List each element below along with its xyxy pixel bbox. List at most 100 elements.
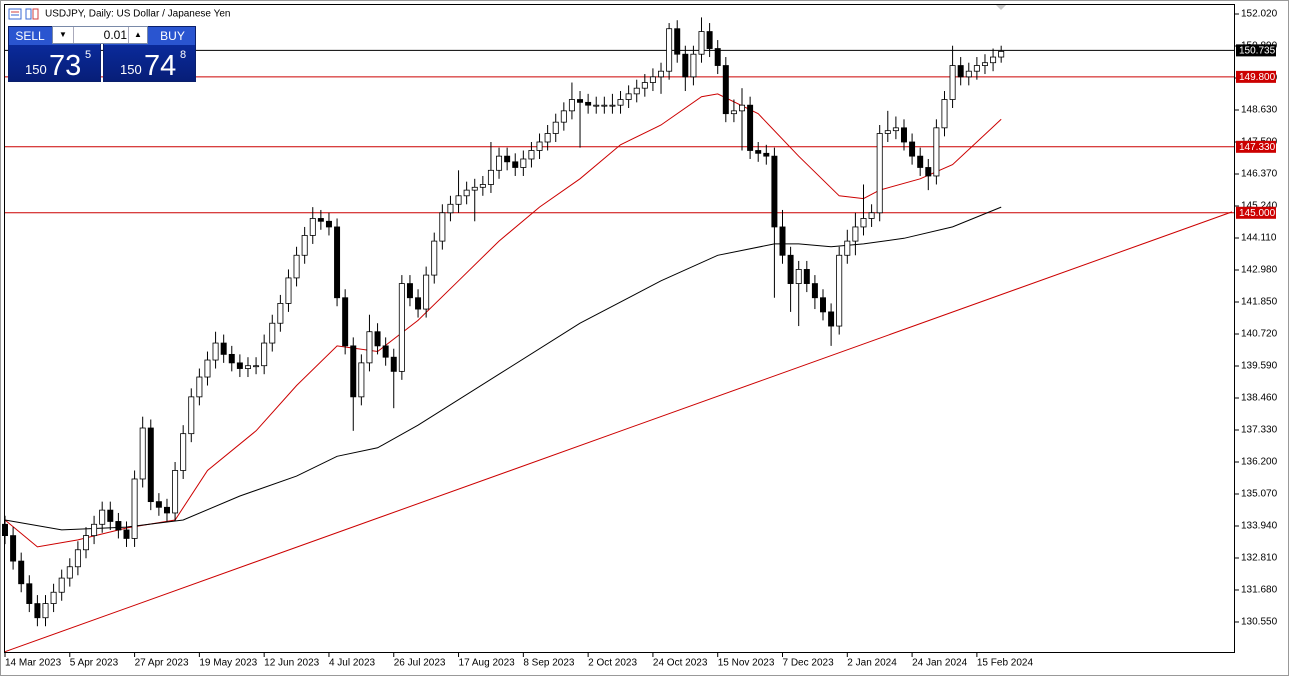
y-tick-label: 133.940 xyxy=(1241,521,1278,532)
candle-body xyxy=(649,76,656,83)
shift-marker xyxy=(996,5,1006,10)
candle-body xyxy=(423,274,430,310)
sell-button[interactable]: SELL xyxy=(15,29,45,43)
candle-body xyxy=(123,529,130,539)
candle-body xyxy=(2,523,8,537)
candle-body xyxy=(50,591,57,604)
x-tick-label: 7 Dec 2023 xyxy=(783,658,835,669)
candle-body xyxy=(382,345,389,358)
y-tick-label: 131.680 xyxy=(1241,585,1278,596)
candle-body xyxy=(884,130,891,134)
lot-box[interactable]: ▼ 0.01 ▲ xyxy=(52,26,148,44)
moving-average xyxy=(4,206,1002,531)
candle-body xyxy=(188,396,195,435)
candle-body xyxy=(301,235,308,256)
candle-body xyxy=(706,31,713,49)
candle-body xyxy=(755,150,762,154)
candle-body xyxy=(18,560,25,585)
candle-body xyxy=(625,93,632,100)
y-tick-label: 144.110 xyxy=(1241,233,1277,244)
candle-body xyxy=(293,254,300,279)
candle-body xyxy=(860,218,867,228)
candle-body xyxy=(560,110,567,123)
y-tick-label: 152.020 xyxy=(1241,9,1278,20)
candle-body xyxy=(471,186,478,191)
candle-body xyxy=(714,48,721,66)
candle-body xyxy=(528,150,535,160)
candle-body xyxy=(180,433,187,471)
y-tick-label: 136.200 xyxy=(1241,457,1278,468)
x-tick-label: 19 May 2023 xyxy=(199,658,257,669)
candle-body xyxy=(342,297,349,347)
y-tick-label: 148.630 xyxy=(1241,105,1278,116)
candle-body xyxy=(82,535,89,551)
buy-button[interactable]: BUY xyxy=(160,29,185,43)
candle-body xyxy=(739,104,746,112)
candle-body xyxy=(666,28,673,72)
x-tick-label: 24 Oct 2023 xyxy=(653,658,708,669)
icon xyxy=(25,8,32,20)
price-main: 74 xyxy=(144,50,177,82)
candle-body xyxy=(787,254,794,284)
candle-body xyxy=(536,141,543,151)
candle-body xyxy=(900,127,907,143)
level-label-box xyxy=(1236,206,1276,219)
candle-body xyxy=(66,566,73,579)
candle-body xyxy=(325,220,332,228)
x-tick-label: 2 Jan 2024 xyxy=(847,658,897,669)
candle-body xyxy=(544,133,551,143)
candle-body xyxy=(91,523,98,537)
candle-body xyxy=(479,184,486,188)
candle-body xyxy=(455,195,462,205)
level-label-box xyxy=(1236,70,1276,83)
x-tick-label: 12 Jun 2023 xyxy=(264,658,319,669)
candle-body xyxy=(163,506,170,514)
plot-border xyxy=(4,4,1235,653)
candle-body xyxy=(852,226,859,242)
lot-input[interactable]: 0.01 xyxy=(103,28,127,42)
x-tick-label: 2 Oct 2023 xyxy=(588,658,637,669)
candle-body xyxy=(609,104,616,107)
candle-body xyxy=(244,365,251,369)
candle-body xyxy=(261,342,268,367)
candle-body xyxy=(155,501,162,508)
sell-price: 150 73 5 xyxy=(9,47,100,82)
candle-body xyxy=(172,470,179,514)
candle-body xyxy=(350,345,357,398)
candle-body xyxy=(42,603,49,619)
header-icons xyxy=(8,8,39,20)
candle-body xyxy=(730,110,737,115)
x-tick-label: 24 Jan 2024 xyxy=(912,658,967,669)
candle-body xyxy=(277,303,284,324)
candle-body xyxy=(26,583,33,604)
candle-body xyxy=(925,167,932,177)
candle-body xyxy=(771,155,778,228)
y-tick-label: 141.850 xyxy=(1241,297,1278,308)
candle-body xyxy=(147,427,154,503)
candle-body xyxy=(892,127,899,132)
candle-body xyxy=(228,353,235,364)
lot-dropdown[interactable]: ▼ xyxy=(53,27,74,43)
candle-body xyxy=(366,331,373,364)
candle-body xyxy=(269,322,276,344)
price-pip: 8 xyxy=(180,49,187,61)
x-tick-label: 4 Jul 2023 xyxy=(329,658,376,669)
candle-body xyxy=(795,269,802,284)
candle-body xyxy=(820,297,826,313)
x-tick-label: 14 Mar 2023 xyxy=(5,658,62,669)
y-tick-label: 142.980 xyxy=(1241,265,1278,276)
candle-body xyxy=(568,99,575,112)
candle-body xyxy=(803,269,810,284)
level-label: 149.800 xyxy=(1239,72,1276,83)
y-tick-label: 146.370 xyxy=(1241,169,1278,180)
candle-body xyxy=(949,65,956,100)
y-tick-label: 137.330 xyxy=(1241,425,1278,436)
price-main: 73 xyxy=(49,50,82,82)
candle-body xyxy=(74,549,81,568)
y-tick-label: 130.550 xyxy=(1241,617,1278,628)
lot-spinner[interactable]: ▲ xyxy=(128,27,147,43)
candle-body xyxy=(439,212,446,242)
candle-body xyxy=(828,311,835,327)
candle-body xyxy=(868,212,875,219)
candle-body xyxy=(844,240,851,256)
